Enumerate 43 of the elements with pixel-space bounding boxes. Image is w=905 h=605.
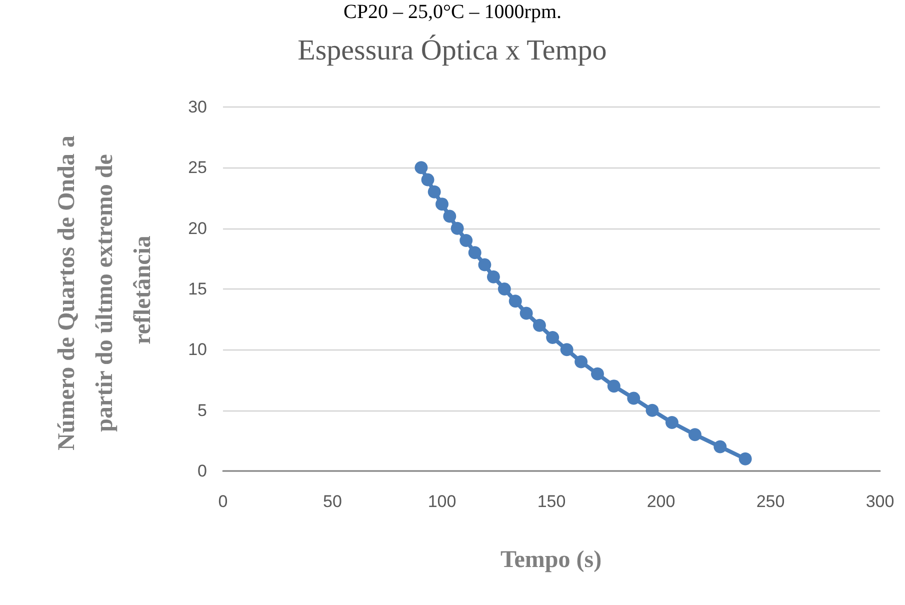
point xyxy=(688,428,702,442)
point xyxy=(627,392,640,405)
point xyxy=(607,380,620,393)
point xyxy=(665,416,678,429)
point xyxy=(714,440,727,454)
y-tick-label: 15 xyxy=(188,280,207,298)
y-tick-label: 30 xyxy=(188,98,207,116)
x-tick-label: 0 xyxy=(218,492,228,511)
point xyxy=(443,210,456,223)
x-tick-label: 100 xyxy=(428,492,456,511)
point xyxy=(520,306,533,320)
point xyxy=(738,452,752,466)
point xyxy=(414,161,428,174)
point xyxy=(460,234,473,247)
point xyxy=(498,282,511,296)
point xyxy=(436,198,448,211)
point xyxy=(450,222,464,235)
x-axis-title: Tempo (s) xyxy=(500,547,602,573)
point xyxy=(486,270,500,284)
y-tick-label: 10 xyxy=(188,340,207,360)
point xyxy=(591,367,604,380)
y-tick-label: 0 xyxy=(198,462,207,480)
x-tick-label: 150 xyxy=(537,492,566,511)
point xyxy=(508,294,522,308)
point xyxy=(478,258,492,272)
y-tick-label: 5 xyxy=(198,400,207,420)
point xyxy=(421,173,434,186)
y-tick-label: 25 xyxy=(188,158,207,178)
x-tick-label: 250 xyxy=(756,492,785,511)
x-tick-label: 300 xyxy=(866,492,894,511)
point xyxy=(546,331,560,344)
point xyxy=(560,343,574,356)
x-tick-label: 200 xyxy=(646,492,676,511)
text: CP20 – 25,0°C – 1000rpm. xyxy=(343,1,562,23)
y-tick-label: 20 xyxy=(188,218,207,238)
x-tick-label: 50 xyxy=(323,492,342,511)
point xyxy=(532,318,546,332)
point xyxy=(428,185,441,198)
y-axis-title: Número de Quartos de Onda a partir do últmo extremo de refletância xyxy=(54,130,156,450)
point xyxy=(646,404,659,417)
chart-title: Espessura Óptica x Tempo xyxy=(298,34,607,66)
point xyxy=(468,246,482,260)
point xyxy=(574,355,588,368)
